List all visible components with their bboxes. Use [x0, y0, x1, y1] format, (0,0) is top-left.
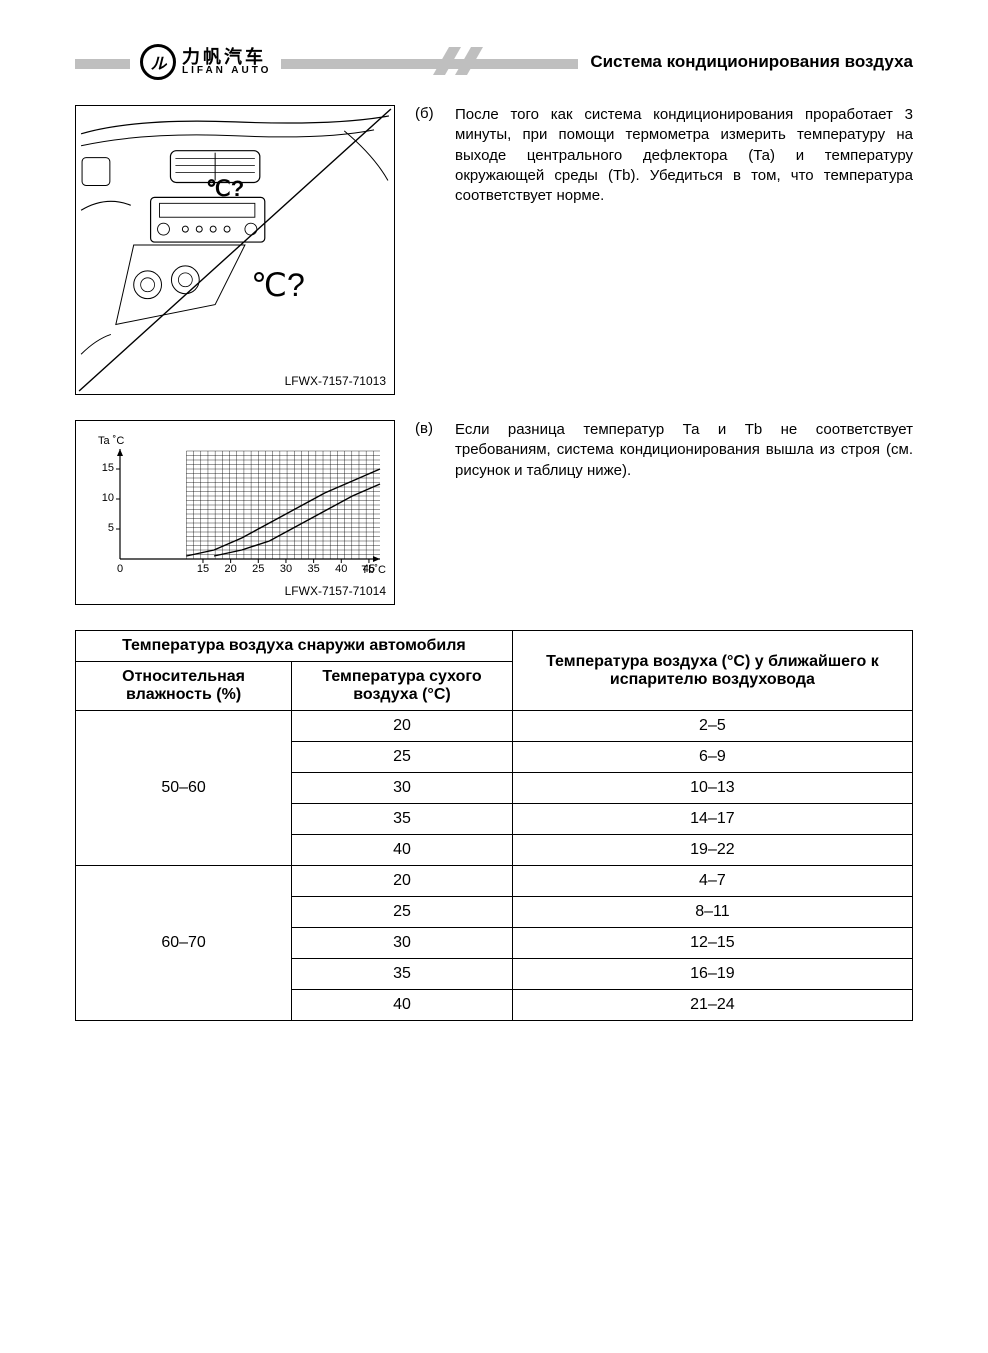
figure-dashboard: ℃? ℃? LFWX-7157-71013	[75, 105, 395, 395]
fig1-temp-label-2: ℃?	[251, 266, 305, 304]
chart-xtick: 15	[193, 563, 213, 575]
cell-evap: 16–19	[512, 959, 912, 990]
cell-dry: 40	[292, 990, 513, 1021]
temperature-table: Температура воздуха снаружи автомобиля Т…	[75, 630, 913, 1021]
step-v-row: Ta ˚С Тb˚С 51015 015202530354045 LFWX-71…	[75, 420, 913, 605]
cell-dry: 25	[292, 742, 513, 773]
chart-xtick: 0	[110, 563, 130, 575]
table-row: 60–70204–7	[76, 866, 913, 897]
header-slash-icon	[433, 47, 503, 77]
cell-dry: 25	[292, 897, 513, 928]
cell-dry: 30	[292, 773, 513, 804]
cell-dry: 20	[292, 711, 513, 742]
chart-ytick: 5	[94, 522, 114, 534]
logo-text-cn: 力帆汽车	[182, 48, 271, 66]
chart-xtick: 30	[276, 563, 296, 575]
cell-evap: 8–11	[512, 897, 912, 928]
cell-evap: 12–15	[512, 928, 912, 959]
figure-code-1: LFWX-7157-71013	[285, 374, 386, 388]
page-title: Система кондиционирования воздуха	[578, 52, 913, 72]
step-b-text: После того как система кондиционирования…	[455, 105, 913, 206]
step-b-bullet: (б)	[415, 105, 437, 206]
page-header: ル 力帆汽车 LIFAN AUTO Система кондиционирова…	[75, 50, 913, 80]
figure-chart: Ta ˚С Тb˚С 51015 015202530354045 LFWX-71…	[75, 420, 395, 605]
chart-ytick: 15	[94, 462, 114, 474]
cell-evap: 6–9	[512, 742, 912, 773]
chart-ytick: 10	[94, 492, 114, 504]
table-row: 50–60202–5	[76, 711, 913, 742]
dashboard-sketch-icon	[76, 106, 394, 394]
chart-plot-icon	[86, 429, 386, 579]
chart-xtick: 40	[331, 563, 351, 575]
cell-evap: 19–22	[512, 835, 912, 866]
cell-dry: 20	[292, 866, 513, 897]
cell-evap: 10–13	[512, 773, 912, 804]
chart-xtick: 45	[359, 563, 379, 575]
cell-evap: 14–17	[512, 804, 912, 835]
chart-xtick: 35	[304, 563, 324, 575]
step-b-row: ℃? ℃? LFWX-7157-71013 (б) После того как…	[75, 105, 913, 395]
chart-xtick: 25	[248, 563, 268, 575]
cell-dry: 30	[292, 928, 513, 959]
cell-evap: 4–7	[512, 866, 912, 897]
th-humidity: Относительная влажность (%)	[76, 662, 292, 711]
th-outer: Температура воздуха снаружи автомобиля	[76, 631, 513, 662]
step-v-bullet: (в)	[415, 420, 437, 481]
chart-xtick: 20	[221, 563, 241, 575]
cell-dry: 35	[292, 959, 513, 990]
logo-badge-icon: ル	[140, 44, 176, 80]
figure-code-2: LFWX-7157-71014	[285, 584, 386, 598]
cell-humidity: 60–70	[76, 866, 292, 1021]
fig1-temp-label-1: ℃?	[206, 176, 244, 202]
cell-evap: 21–24	[512, 990, 912, 1021]
cell-humidity: 50–60	[76, 711, 292, 866]
cell-evap: 2–5	[512, 711, 912, 742]
cell-dry: 35	[292, 804, 513, 835]
logo-text-en: LIFAN AUTO	[182, 66, 271, 76]
step-v-text: Если разница температур Та и Тb не соотв…	[455, 420, 913, 481]
th-dry: Температура сухого воздуха (°С)	[292, 662, 513, 711]
brand-logo: ル 力帆汽车 LIFAN AUTO	[130, 44, 281, 80]
th-evap: Температура воздуха (°С) у ближайшего к …	[512, 631, 912, 711]
cell-dry: 40	[292, 835, 513, 866]
